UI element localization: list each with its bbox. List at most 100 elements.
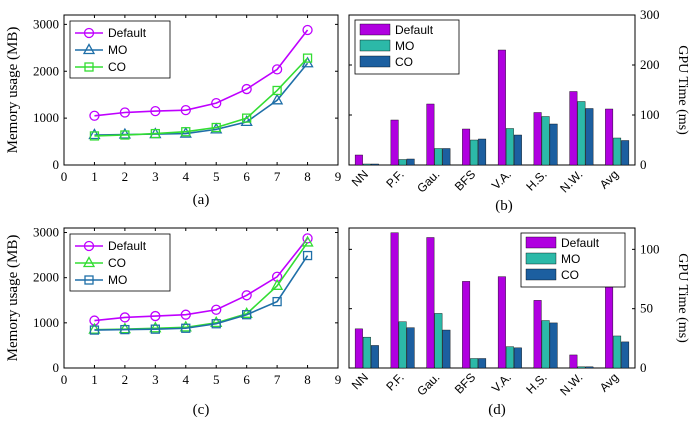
y-tick-label: 0	[53, 157, 60, 172]
y-axis-label: GPU Time (ms)	[675, 45, 690, 135]
data-point-mo	[211, 319, 221, 329]
legend-marker-co	[82, 256, 96, 268]
category-label: Avg	[597, 370, 621, 394]
data-point-co	[88, 322, 101, 334]
category-label: P.F.	[383, 167, 406, 190]
legend-swatch-mo	[359, 39, 391, 52]
y-tick-label: 2000	[33, 270, 59, 285]
y-tick-label: 3000	[33, 16, 59, 31]
data-point-default	[211, 97, 222, 109]
data-point-mo	[89, 325, 100, 335]
data-point-default	[180, 105, 191, 116]
legend-label-default: Default	[395, 23, 434, 37]
bar-default	[390, 119, 399, 166]
category-label: H.S.	[523, 167, 549, 193]
bar-default	[533, 300, 542, 369]
bar-co	[621, 140, 630, 166]
data-point-co	[211, 122, 221, 133]
bar-co	[585, 108, 594, 166]
data-point-default	[241, 290, 252, 301]
data-point-mo	[271, 93, 284, 105]
legend-label-default: Default	[561, 236, 600, 250]
data-point-co	[301, 235, 314, 247]
data-point-mo	[302, 250, 313, 261]
data-point-co	[89, 131, 100, 141]
legend-label-mo: MO	[395, 39, 414, 53]
data-point-co	[210, 316, 223, 327]
data-point-co	[179, 320, 192, 332]
y-tick-label: 100	[640, 241, 660, 256]
bar-co	[478, 358, 487, 369]
bar-mo	[470, 139, 479, 166]
data-point-mo	[272, 296, 282, 307]
bar-mo	[362, 336, 371, 369]
x-tick-label: 6	[243, 372, 250, 387]
x-tick-label: 5	[213, 169, 220, 184]
legend-marker-default	[83, 27, 95, 39]
legend-marker-co	[84, 62, 94, 72]
data-point-co	[302, 53, 313, 63]
x-tick-label: 4	[183, 169, 190, 184]
x-tick-label: 9	[335, 372, 342, 387]
x-tick-label: 6	[243, 169, 250, 184]
y-tick-label: 0	[640, 360, 647, 375]
bar-mo	[541, 320, 550, 369]
legend-swatch-default	[525, 236, 557, 249]
bar-mo	[505, 346, 514, 369]
x-tick-label: 8	[304, 372, 311, 387]
bar-mo	[434, 148, 443, 166]
series-line-co	[94, 57, 309, 137]
bar-mo	[434, 313, 443, 369]
data-point-default	[150, 105, 161, 117]
bar-mo	[398, 321, 407, 369]
bar-co	[621, 341, 630, 369]
data-point-mo	[242, 310, 252, 320]
data-point-default	[119, 312, 131, 323]
x-tick-label: 3	[152, 372, 159, 387]
y-axis-label: Memory usage (MB)	[5, 235, 21, 362]
legend-label-co: CO	[561, 268, 579, 282]
data-point-default	[302, 24, 313, 36]
category-label: NN	[349, 167, 371, 189]
bar-default	[533, 112, 542, 166]
data-point-co	[272, 85, 282, 96]
legend-label-default: Default	[108, 239, 147, 253]
legend-label-default: Default	[108, 26, 147, 40]
category-label: N.W.	[557, 167, 585, 195]
legend-label-mo: MO	[108, 273, 127, 287]
bar-default	[569, 354, 578, 369]
panel-a: 0 1 2 3 4 5 6 7 8 9 0 1000 2000 3000 Memory usage (MB)…	[5, 14, 342, 208]
panel-caption: (a)	[193, 192, 210, 208]
panel-caption: (d)	[488, 402, 506, 418]
legend-marker-mo	[84, 275, 94, 285]
legend-label-co: CO	[395, 55, 413, 69]
bar-default	[497, 276, 506, 369]
bar-mo	[577, 101, 586, 166]
x-tick-label: 9	[335, 169, 342, 184]
bar-default	[605, 282, 614, 369]
legend-marker-mo	[82, 43, 96, 55]
data-point-mo	[181, 323, 191, 333]
data-point-co	[242, 113, 252, 123]
x-tick-label: 1	[91, 372, 98, 387]
category-label: Avg	[597, 167, 621, 191]
x-tick-label: 0	[61, 372, 68, 387]
panel-caption: (c)	[193, 402, 210, 418]
legend-swatch-default	[359, 23, 391, 36]
bar-mo	[362, 163, 371, 166]
bar-default	[605, 108, 614, 166]
bar-mo	[505, 128, 514, 166]
bar-default	[354, 328, 363, 369]
bar-default	[426, 237, 435, 369]
x-tick-label: 1	[91, 169, 98, 184]
bar-mo	[470, 358, 479, 369]
series-line-mo	[94, 255, 309, 331]
bar-mo	[577, 366, 586, 369]
legend-label-mo: MO	[561, 252, 580, 266]
category-label: N.W.	[557, 370, 585, 398]
data-point-mo	[120, 324, 130, 335]
data-point-mo	[150, 324, 160, 334]
panel-caption: (b)	[495, 198, 513, 214]
bar-default	[462, 128, 471, 166]
data-point-co	[181, 127, 191, 137]
